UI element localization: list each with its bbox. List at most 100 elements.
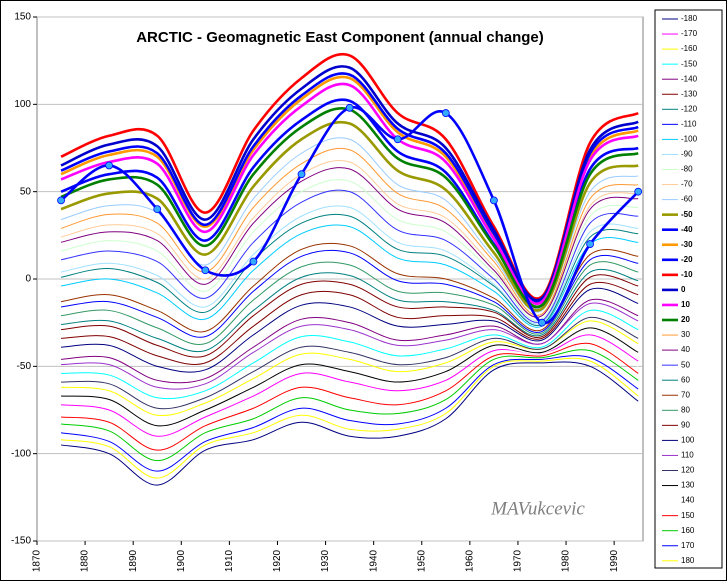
data-point — [634, 187, 643, 196]
series-line — [60, 189, 639, 323]
data-point — [249, 257, 258, 266]
legend-label: 30 — [681, 330, 690, 339]
legend-label: -150 — [681, 59, 698, 68]
x-tick-label: 1950 — [416, 549, 427, 572]
data-point — [297, 170, 306, 179]
chart-title: ARCTIC - Geomagnetic East Component (ann… — [136, 29, 544, 46]
series-line — [61, 316, 639, 410]
series-line — [60, 349, 639, 462]
series-line — [61, 268, 639, 353]
series-line — [60, 167, 639, 318]
y-tick-label: -50 — [17, 361, 32, 372]
legend-label: 100 — [681, 436, 695, 445]
x-tick-label: 1980 — [561, 549, 572, 572]
legend-label: 90 — [681, 420, 690, 429]
data-point — [201, 266, 210, 275]
x-tick-label: 1910 — [224, 549, 235, 572]
series-line — [60, 342, 639, 451]
legend-label: -40 — [681, 225, 693, 234]
data-point — [586, 240, 594, 248]
grid: -150 -100 -50 0 50 100 150 1870 1880 1890 1900 1910… — [11, 12, 643, 572]
x-tick-label: 1930 — [320, 549, 331, 572]
legend-label: 20 — [681, 315, 690, 324]
x-tick-label: 1920 — [272, 549, 283, 572]
series-line — [60, 339, 639, 444]
legend-label: 40 — [681, 345, 690, 354]
series-line — [61, 327, 639, 427]
x-tick-label: 1970 — [513, 549, 524, 572]
legend-label: 140 — [681, 496, 695, 505]
series-line — [60, 355, 639, 472]
legend-label: -120 — [681, 104, 698, 113]
legend-label: -140 — [681, 74, 698, 83]
x-tick-label: 1940 — [368, 549, 379, 572]
legend-label: 180 — [681, 556, 695, 565]
legend-label: 120 — [681, 466, 695, 475]
data-point — [393, 135, 402, 144]
series-line — [60, 179, 639, 322]
x-tick-label: 1990 — [609, 549, 620, 572]
series-line — [60, 249, 639, 338]
legend-label: -90 — [681, 150, 693, 159]
legend-label: 60 — [681, 375, 690, 384]
legend-label: 50 — [681, 360, 690, 369]
legend-label: -80 — [681, 165, 693, 174]
legend-label: -70 — [681, 180, 693, 189]
legend-label: -130 — [681, 89, 698, 98]
x-tick-label: 1870 — [32, 549, 43, 572]
data-point — [441, 109, 450, 117]
y-tick-label: 50 — [20, 186, 32, 197]
legend-label: -30 — [681, 240, 693, 249]
legend-label: -100 — [681, 135, 698, 144]
lines — [57, 52, 643, 486]
series-line — [61, 274, 639, 358]
legend-label: 70 — [681, 390, 690, 399]
data-point — [153, 205, 162, 214]
legend-label: 150 — [681, 511, 695, 520]
x-tick-label: 1880 — [80, 549, 91, 572]
y-tick-label: -150 — [11, 536, 31, 547]
data-point — [345, 103, 354, 112]
series-line — [60, 213, 639, 327]
watermark: MAVukcevic — [490, 498, 585, 519]
x-tick-label: 1900 — [176, 549, 187, 572]
legend-label: 130 — [681, 481, 695, 490]
series-line — [61, 282, 639, 365]
data-point — [538, 318, 546, 327]
series-line — [60, 65, 639, 302]
data-point — [490, 196, 498, 205]
legend-label: -180 — [681, 14, 698, 23]
y-tick-label: -100 — [11, 448, 31, 459]
series-line — [60, 242, 639, 333]
series-line — [60, 261, 639, 346]
legend-label: -160 — [681, 44, 698, 53]
series-line — [60, 205, 639, 325]
legend-label: 170 — [681, 541, 695, 550]
legend-label: -10 — [681, 270, 693, 279]
y-tick-label: 0 — [25, 274, 31, 285]
series-line — [60, 147, 639, 316]
data-point — [105, 161, 114, 170]
series-line — [61, 309, 639, 400]
legend-label: -110 — [681, 119, 697, 128]
series-line — [60, 82, 639, 305]
y-tick-label: 100 — [14, 99, 31, 110]
legend-label: -170 — [681, 29, 698, 38]
series-line — [61, 302, 639, 390]
series-line — [60, 120, 639, 312]
legend-label: -60 — [681, 195, 693, 204]
x-tick-label: 1890 — [128, 549, 139, 572]
series-line — [60, 357, 639, 479]
legend-label: 80 — [681, 405, 690, 414]
y-tick-label: 150 — [14, 12, 31, 23]
series-line — [60, 361, 639, 486]
legend-label: -20 — [681, 255, 693, 264]
x-tick-label: 1960 — [464, 549, 475, 572]
series-line — [60, 107, 639, 309]
legend-label: 110 — [681, 451, 694, 460]
legend-label: 0 — [681, 285, 686, 294]
legend-items: -180-170-160-150-140-130-120-110-100-90-… — [662, 14, 698, 565]
data-point — [57, 196, 65, 205]
legend-label: 10 — [681, 300, 690, 309]
